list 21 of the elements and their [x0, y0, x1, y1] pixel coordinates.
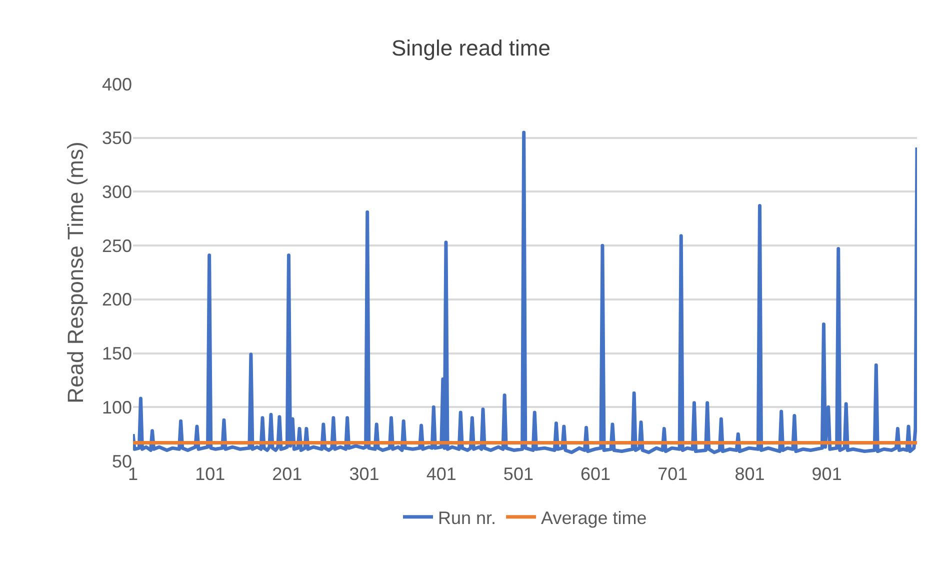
x-tick-label: 901 — [812, 464, 842, 484]
x-tick-label: 401 — [426, 464, 456, 484]
legend-label: Run nr. — [438, 508, 496, 528]
chart-title: Single read time — [392, 35, 550, 60]
y-axis-title: Read Response Time (ms) — [62, 142, 88, 404]
line-series — [133, 130, 917, 454]
x-tick-label: 701 — [658, 464, 688, 484]
x-tick-label: 301 — [349, 464, 380, 484]
x-tick-label: 501 — [503, 464, 534, 484]
y-tick-label: 100 — [102, 397, 132, 418]
x-tick-label: 601 — [580, 464, 611, 484]
y-tick-label: 350 — [102, 128, 132, 148]
y-tick-label: 400 — [102, 74, 132, 94]
x-tick-label: 101 — [195, 464, 226, 484]
y-tick-label: 250 — [102, 236, 132, 256]
x-tick-label: 801 — [734, 464, 765, 484]
y-tick-label: 200 — [102, 290, 132, 310]
y-tick-label: 150 — [102, 344, 132, 364]
legend-label: Average time — [541, 508, 647, 528]
x-tick-label: 201 — [272, 464, 302, 484]
y-tick-label: 300 — [102, 182, 132, 202]
